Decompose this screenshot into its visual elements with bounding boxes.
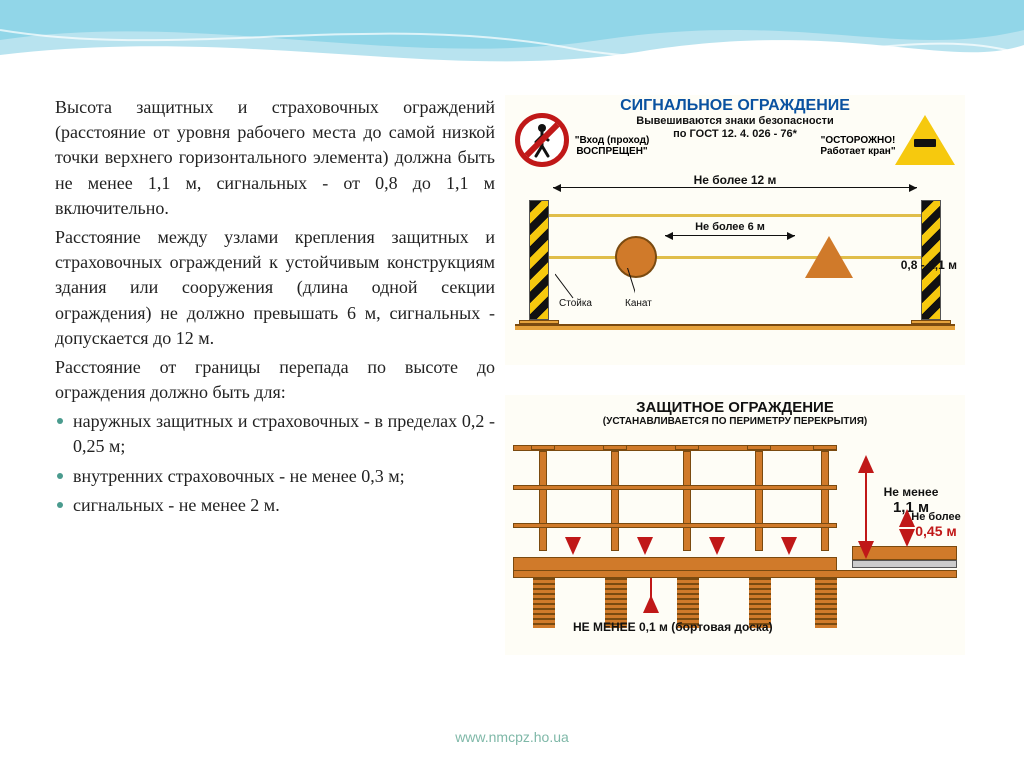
- paragraph-2: Расстояние между узлами крепления защитн…: [55, 225, 495, 351]
- fence-post-left: [529, 200, 549, 320]
- diagram-column: СИГНАЛЬНОЕ ОГРАЖДЕНИЕ Вывешиваются знаки…: [505, 95, 965, 655]
- vpost-4: [755, 451, 763, 551]
- right-slab: [852, 560, 957, 568]
- warning-sign-inner: [901, 139, 949, 147]
- d2-title: ЗАЩИТНОЕ ОГРАЖДЕНИЕ: [505, 395, 965, 416]
- arrow-down-2: [637, 537, 653, 555]
- d1-title: СИГНАЛЬНОЕ ОГРАЖДЕНИЕ: [505, 95, 965, 115]
- prohibition-sign-icon: [515, 113, 569, 167]
- cap-2: [603, 445, 627, 450]
- vpost-3: [683, 451, 691, 551]
- h-line: [865, 473, 867, 541]
- triangle-sign-icon: [805, 236, 853, 278]
- protective-fence-diagram: ЗАЩИТНОЕ ОГРАЖДЕНИЕ (УСТАНАВЛИВАЕТСЯ ПО …: [505, 395, 965, 655]
- sign-left-label: "Вход (проход) ВОСПРЕЩЕН": [567, 135, 657, 157]
- fence-rope-top: [549, 214, 921, 217]
- bullet-3: сигнальных - не менее 2 м.: [73, 493, 495, 518]
- cap-1: [531, 445, 555, 450]
- dim-6m-arrow: [665, 235, 795, 236]
- post-base-right: [911, 320, 951, 324]
- paragraph-1: Высота защитных и страховочных ограждени…: [55, 95, 495, 221]
- text-column: Высота защитных и страховочных ограждени…: [55, 95, 495, 655]
- dim-12m-arrow: [553, 187, 917, 188]
- arrow-down-h: [858, 541, 874, 559]
- board-line: [650, 578, 652, 598]
- ground-line: [515, 324, 955, 330]
- mid-rail-1: [513, 485, 837, 490]
- dim-height-label: 0,8 - 1,1 м: [901, 258, 957, 272]
- cap-3: [675, 445, 699, 450]
- cap-5: [813, 445, 837, 450]
- support-5: [815, 578, 837, 628]
- cap-4: [747, 445, 771, 450]
- mid-rail-2: [513, 523, 837, 528]
- fence-area: Не более 6 м 0,8 - 1,1 м Стойка Канат: [515, 200, 955, 340]
- footer-url: www.nmcpz.ho.ua: [0, 729, 1024, 745]
- d2-area: Не менее 1,1 м Не более 0,45 м НЕ МЕНЕЕ …: [513, 445, 957, 647]
- paragraph-3: Расстояние от границы перепада по высоте…: [55, 355, 495, 405]
- bullet-2: внутренних страховочных - не менее 0,3 м…: [73, 464, 495, 489]
- fence-rope-bottom: [549, 256, 921, 259]
- dim-6m-label: Не более 6 м: [665, 221, 795, 233]
- floor-slab: [513, 570, 957, 578]
- arrow-down-3: [709, 537, 725, 555]
- bottom-label: НЕ МЕНЕЕ 0,1 м (бортовая доска): [573, 620, 773, 634]
- bullet-list: наружных защитных и страховочных - в пре…: [55, 409, 495, 518]
- slide-content: Высота защитных и страховочных ограждени…: [0, 0, 1024, 685]
- d2-subtitle: (УСТАНАВЛИВАЕТСЯ ПО ПЕРИМЕТРУ ПЕРЕКРЫТИЯ…: [505, 416, 965, 427]
- vpost-2: [611, 451, 619, 551]
- arrow-down-1: [565, 537, 581, 555]
- vpost-5: [821, 451, 829, 551]
- sign-right-label: "ОСТОРОЖНО! Работает кран": [813, 135, 903, 157]
- h-board-label: Не более 0,45 м: [911, 511, 961, 539]
- leader-lines: [555, 268, 635, 304]
- vpost-1: [539, 451, 547, 551]
- dim-12m-label: Не более 12 м: [505, 173, 965, 187]
- post-base-left: [519, 320, 559, 324]
- arrow-up-h: [858, 455, 874, 473]
- arrow-down-4: [781, 537, 797, 555]
- bullet-1: наружных защитных и страховочных - в пре…: [73, 409, 495, 459]
- toe-board: [513, 557, 837, 571]
- signal-fence-diagram: СИГНАЛЬНОЕ ОГРАЖДЕНИЕ Вывешиваются знаки…: [505, 95, 965, 365]
- support-1: [533, 578, 555, 628]
